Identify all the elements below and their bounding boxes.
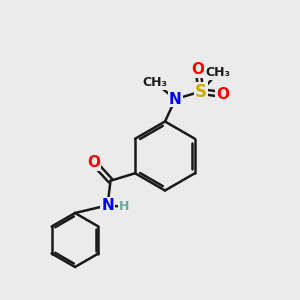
Text: CH₃: CH₃ <box>205 66 230 80</box>
Text: S: S <box>195 82 207 100</box>
Text: O: O <box>216 87 229 102</box>
Text: N: N <box>169 92 182 106</box>
Text: O: O <box>191 62 205 77</box>
Text: N: N <box>101 198 114 213</box>
Text: H: H <box>119 200 129 213</box>
Text: O: O <box>88 155 100 170</box>
Text: CH₃: CH₃ <box>142 76 167 89</box>
